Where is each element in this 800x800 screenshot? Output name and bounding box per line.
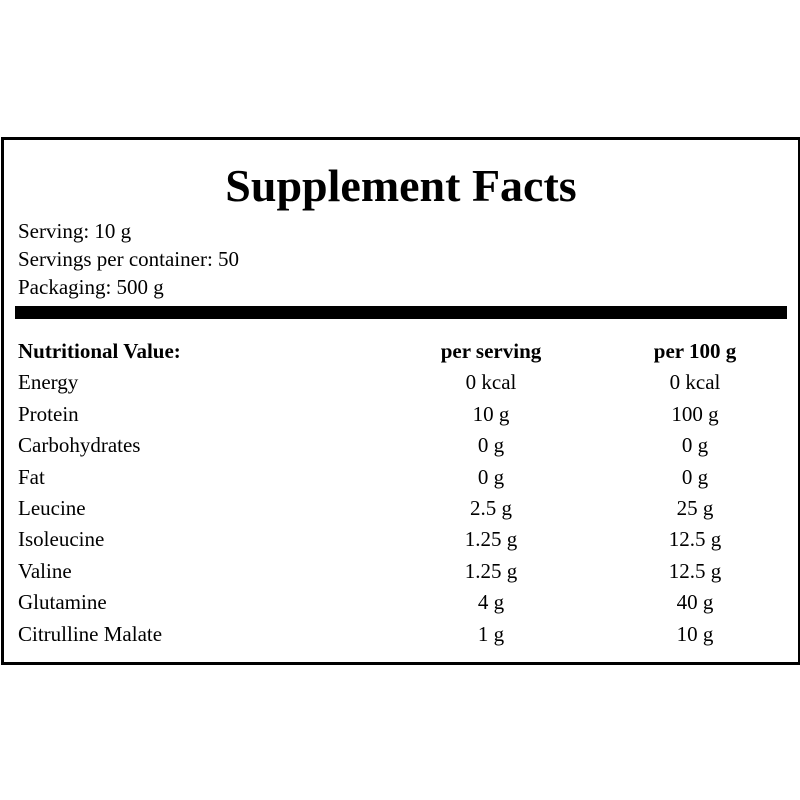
table-row: Carbohydrates 0 g 0 g bbox=[18, 430, 788, 461]
nutrient-per-100g: 40 g bbox=[676, 590, 714, 615]
serving-size: Serving: 10 g bbox=[18, 219, 132, 243]
table-row: Isoleucine 1.25 g 12.5 g bbox=[18, 524, 788, 555]
nutrient-per-100g: 0 g bbox=[681, 433, 709, 458]
nutrient-per-serving: 0 g bbox=[477, 464, 505, 489]
table-header-row: Nutritional Value: per serving per 100 g bbox=[18, 336, 788, 367]
nutrient-name: Protein bbox=[18, 401, 79, 426]
table-row: Fat 0 g 0 g bbox=[18, 462, 788, 493]
nutrient-name: Valine bbox=[18, 558, 72, 583]
header-per-serving: per serving bbox=[440, 339, 542, 363]
nutrient-per-100g: 12.5 g bbox=[668, 527, 722, 552]
nutrient-per-100g: 100 g bbox=[671, 401, 719, 426]
table-row: Leucine 2.5 g 25 g bbox=[18, 493, 788, 524]
servings-per-container: Servings per container: 50 bbox=[18, 247, 240, 271]
table-row: Citrulline Malate 1 g 10 g bbox=[18, 619, 788, 650]
supplement-facts-panel: Supplement Facts Serving: 10 g Servings … bbox=[1, 137, 800, 665]
nutrient-per-serving: 1.25 g bbox=[464, 558, 518, 583]
nutrient-per-serving: 10 g bbox=[472, 401, 510, 426]
nutrient-per-100g: 25 g bbox=[676, 495, 714, 520]
nutrient-per-serving: 1.25 g bbox=[464, 527, 518, 552]
nutrient-per-100g: 12.5 g bbox=[668, 558, 722, 583]
nutrient-per-100g: 0 g bbox=[681, 464, 709, 489]
nutrient-name: Energy bbox=[18, 370, 79, 395]
panel-title: Supplement Facts bbox=[225, 160, 577, 211]
packaging-size: Packaging: 500 g bbox=[18, 275, 164, 299]
nutrient-name: Glutamine bbox=[18, 590, 107, 615]
table-row: Protein 10 g 100 g bbox=[18, 399, 788, 430]
nutrient-per-serving: 1 g bbox=[477, 621, 505, 646]
nutrient-name: Carbohydrates bbox=[18, 433, 141, 458]
nutrient-name: Citrulline Malate bbox=[18, 621, 163, 646]
nutrient-per-serving: 0 g bbox=[477, 433, 505, 458]
table-row: Valine 1.25 g 12.5 g bbox=[18, 556, 788, 587]
nutrient-per-100g: 10 g bbox=[676, 621, 714, 646]
table-row: Energy 0 kcal 0 kcal bbox=[18, 367, 788, 398]
nutrient-name: Fat bbox=[18, 464, 45, 489]
nutrient-per-100g: 0 kcal bbox=[669, 370, 721, 395]
nutrient-name: Leucine bbox=[18, 495, 86, 520]
nutrient-per-serving: 4 g bbox=[477, 590, 505, 615]
header-per-100g: per 100 g bbox=[653, 339, 737, 363]
nutrition-table: Nutritional Value: per serving per 100 g… bbox=[18, 336, 788, 650]
header-nutritional-value: Nutritional Value: bbox=[18, 339, 181, 363]
table-row: Glutamine 4 g 40 g bbox=[18, 587, 788, 618]
nutrient-per-serving: 0 kcal bbox=[465, 370, 517, 395]
nutrient-per-serving: 2.5 g bbox=[470, 495, 512, 520]
thick-divider bbox=[15, 306, 787, 319]
nutrient-name: Isoleucine bbox=[18, 527, 105, 552]
